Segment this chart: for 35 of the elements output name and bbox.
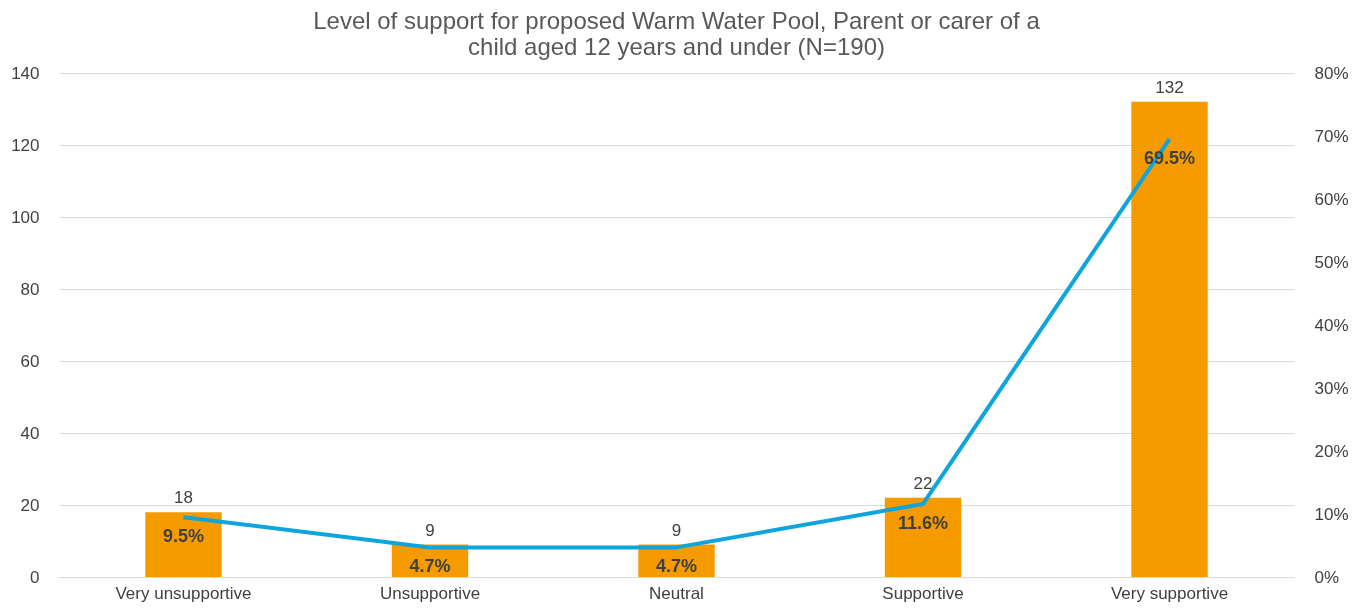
data-label: 9 [671,520,682,540]
y2-tick-label: 40% [1314,315,1349,335]
y2-tick-label: 50% [1314,252,1349,272]
y-tick-label: 60 [20,351,40,371]
bar [884,497,962,577]
data-label: 11.6% [897,512,949,533]
data-label: 4.7% [409,556,451,577]
y2-tick-label: 30% [1314,378,1349,398]
data-label: 18 [174,488,193,508]
y2-tick-label: 0% [1314,567,1340,587]
y-tick-label: 0 [30,567,40,587]
data-label: 132 [1155,77,1184,97]
y2-tick-label: 70% [1314,126,1349,146]
y2-tick-label: 10% [1314,504,1349,524]
y2-tick-label: 80% [1314,63,1349,83]
data-label: 9 [425,520,435,540]
y2-tick-label: 20% [1314,441,1349,461]
y-tick-label: 100 [11,207,40,227]
bar [1131,101,1208,577]
y-tick-label: 140 [11,63,40,83]
x-tick-label: Supportive [882,583,964,603]
y2-tick-label: 60% [1314,189,1349,209]
data-label: 9.5% [162,526,204,547]
y-tick-label: 120 [11,135,40,155]
x-tick-label: Very unsupportive [115,583,252,603]
y-tick-label: 80 [20,279,40,299]
x-tick-label: Neutral [649,583,704,603]
chart-title: Level of support for proposed Warm Water Pool, Parent or carer of a child aged 12 years and under (N=190) [313,7,1041,60]
data-label: 22 [913,473,933,493]
y-tick-label: 40 [20,423,40,443]
x-tick-label: Very supportive [1110,583,1229,603]
x-tick-label: Unsupportive [379,583,481,603]
data-label: 4.7% [655,556,698,577]
y-tick-label: 20 [20,495,40,515]
bar [145,512,222,577]
